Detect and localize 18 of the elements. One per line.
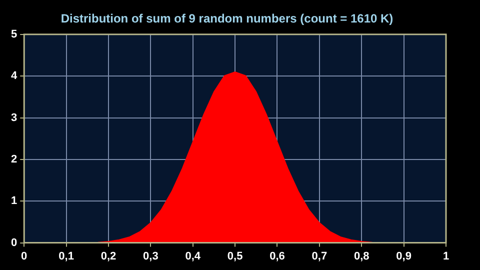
x-tick-label: 0,3 bbox=[143, 250, 158, 262]
x-tick-label: 0,5 bbox=[227, 250, 243, 262]
x-tick-label: 0,8 bbox=[354, 250, 370, 262]
y-tick-label: 5 bbox=[10, 28, 18, 40]
y-tick-label: 4 bbox=[10, 70, 18, 82]
x-tick-label: 0,7 bbox=[312, 250, 328, 262]
y-tick-label: 2 bbox=[10, 153, 18, 166]
chart-title: Distribution of sum of 9 random numbers (count = 1610 K) bbox=[60, 12, 394, 26]
x-tick-label: 0,2 bbox=[100, 250, 116, 262]
x-tick-label: 0 bbox=[21, 250, 28, 262]
y-tick-label: 0 bbox=[10, 236, 18, 249]
x-tick-label: 0,9 bbox=[396, 250, 412, 262]
y-tick-label: 3 bbox=[10, 112, 18, 124]
x-tick-label: 1 bbox=[442, 250, 450, 262]
x-tick-label: 0,6 bbox=[270, 250, 285, 262]
x-tick-label: 0,4 bbox=[185, 250, 202, 262]
y-tick-label: 1 bbox=[10, 195, 18, 208]
x-tick-label: 0,1 bbox=[58, 250, 74, 262]
